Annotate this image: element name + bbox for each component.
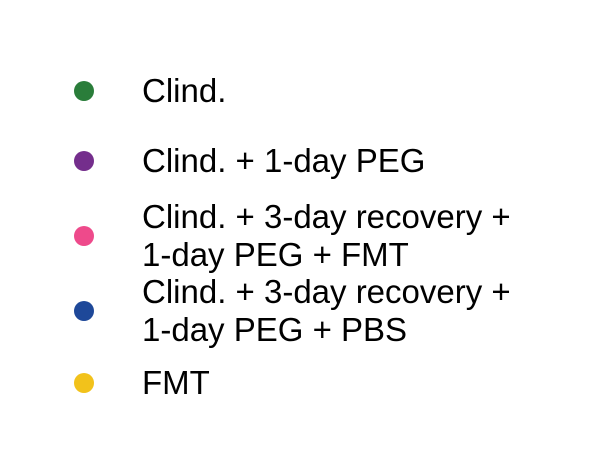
legend-marker-fmt [74,373,94,393]
legend-marker-clind-recovery-peg-pbs [74,301,94,321]
legend-label-line: Clind. [142,72,227,109]
legend-marker-clind [74,81,94,101]
legend-label-clind: Clind. [142,72,592,110]
legend-marker-clind-recovery-peg-fmt [74,226,94,246]
legend-marker-clind-peg [74,151,94,171]
legend-label-clind-recovery-peg-pbs: Clind. + 3-day recovery +1-day PEG + PBS [142,273,592,349]
legend-label-line: Clind. + 3-day recovery + [142,198,511,235]
legend-label-line: 1-day PEG + FMT [142,236,409,273]
legend-label-fmt: FMT [142,364,592,402]
legend-label-clind-peg: Clind. + 1-day PEG [142,142,592,180]
legend-label-line: Clind. + 1-day PEG [142,142,426,179]
legend-label-line: FMT [142,364,210,401]
legend-label-clind-recovery-peg-fmt: Clind. + 3-day recovery +1-day PEG + FMT [142,198,592,274]
legend-label-line: Clind. + 3-day recovery + [142,273,511,310]
legend-label-line: 1-day PEG + PBS [142,311,408,348]
